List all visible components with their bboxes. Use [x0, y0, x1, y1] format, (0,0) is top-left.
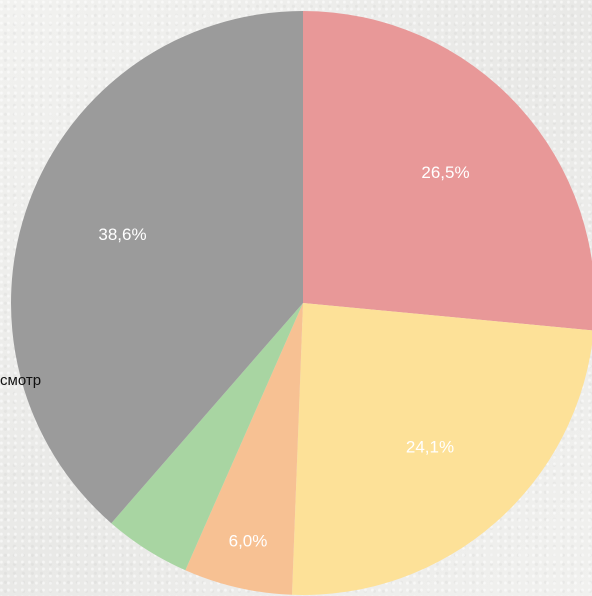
- pie-slice-1: [291, 303, 592, 595]
- pie-slice-label-1: 24,1%: [406, 437, 454, 456]
- pie-slice-0: [303, 11, 592, 331]
- pie-slice-label-0: 26,5%: [421, 163, 469, 182]
- pie-slices: [11, 11, 592, 595]
- pie-slice-4: [11, 11, 303, 524]
- pie-labels: 26,5% 24,1% 6,0% 38,6%: [98, 163, 469, 551]
- outside-category-label: смотр: [0, 372, 42, 389]
- pie-slice-2: [185, 303, 303, 595]
- pie-slice-3: [111, 303, 303, 571]
- pie-slice-label-4: 38,6%: [98, 225, 146, 244]
- pie-slice-label-2: 6,0%: [229, 531, 268, 550]
